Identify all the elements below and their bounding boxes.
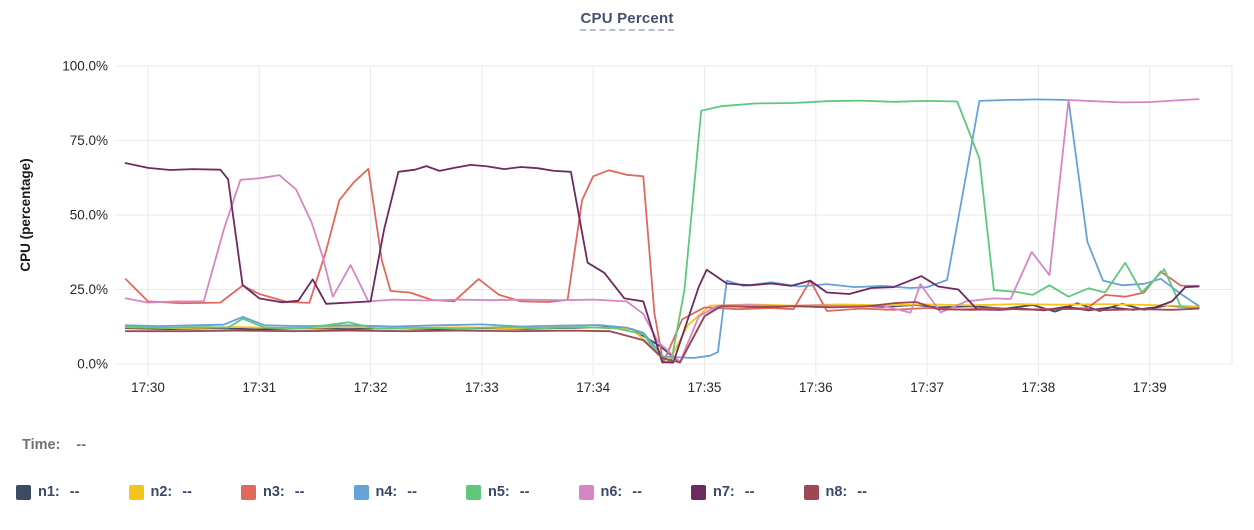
- legend-label-n2: n2:: [150, 484, 173, 500]
- legend-item-n5[interactable]: n5: --: [466, 484, 579, 500]
- legend-swatch-n1: [16, 484, 31, 500]
- legend: n1: -- n2: -- n3: -- n4: -- n5: -- n6: -…: [16, 484, 916, 500]
- legend-label-n4: n4:: [375, 484, 398, 500]
- legend-value-n8: --: [857, 484, 867, 500]
- y-tick-label: 0.0%: [77, 357, 108, 372]
- x-tick-label: 17:36: [799, 380, 833, 395]
- legend-value-n3: --: [294, 484, 305, 500]
- legend-swatch-n7: [691, 484, 706, 500]
- legend-value-n7: --: [744, 484, 755, 500]
- series-line-n8: [124, 301, 1200, 364]
- x-tick-label: 17:33: [465, 380, 499, 395]
- legend-item-n8[interactable]: n8: --: [803, 484, 917, 500]
- legend-value-n4: --: [407, 484, 417, 500]
- x-tick-label: 17:32: [354, 380, 388, 395]
- time-value: --: [76, 437, 87, 453]
- legend-label-n6: n6:: [600, 484, 623, 500]
- time-label: Time:: [22, 437, 61, 453]
- series-line-n2: [124, 303, 1200, 363]
- legend-value-n5: --: [519, 484, 530, 500]
- legend-swatch-n8: [803, 484, 819, 500]
- chart-canvas[interactable]: CPU (percentage) 100.0% 75.0% 50.0% 25.0% 0.…: [0, 0, 1254, 420]
- legend-item-n2[interactable]: n2: --: [128, 484, 242, 500]
- legend-item-n6[interactable]: n6: --: [578, 484, 692, 500]
- legend-swatch-n3: [241, 484, 256, 500]
- y-tick-label: 50.0%: [70, 208, 108, 223]
- legend-item-n4[interactable]: n4: --: [353, 484, 467, 500]
- legend-label-n7: n7:: [713, 484, 735, 500]
- y-tick-label: 25.0%: [70, 282, 108, 297]
- legend-item-n7[interactable]: n7: --: [691, 484, 804, 500]
- series-line-n4: [124, 98, 1200, 359]
- x-tick-label: 17:37: [910, 380, 944, 395]
- x-tick-label: 17:35: [688, 380, 722, 395]
- x-tick-label: 17:31: [242, 380, 276, 395]
- series-line-n6: [124, 98, 1200, 363]
- x-tick-label: 17:34: [576, 380, 610, 395]
- series-line-n3: [124, 167, 1200, 364]
- legend-label-n8: n8:: [825, 484, 848, 500]
- legend-label-n3: n3:: [263, 484, 285, 500]
- legend-item-n1[interactable]: n1: --: [16, 484, 129, 500]
- series-line-n5: [124, 99, 1200, 364]
- y-tick-label: 100.0%: [62, 59, 108, 74]
- y-axis-label: CPU (percentage): [18, 158, 33, 271]
- x-tick-label: 17:39: [1133, 380, 1167, 395]
- legend-item-n3[interactable]: n3: --: [241, 484, 354, 500]
- legend-swatch-n2: [128, 484, 144, 500]
- series-line-n7: [124, 162, 1200, 364]
- x-tick-label: 17:38: [1022, 380, 1056, 395]
- legend-value-n1: --: [69, 484, 80, 500]
- legend-label-n5: n5:: [488, 484, 510, 500]
- legend-value-n2: --: [182, 484, 192, 500]
- legend-label-n1: n1:: [38, 484, 60, 500]
- x-tick-label: 17:30: [131, 380, 165, 395]
- chart-title-wrap: CPU Percent: [0, 10, 1254, 31]
- chart-title[interactable]: CPU Percent: [580, 10, 674, 31]
- legend-value-n6: --: [632, 484, 642, 500]
- time-row: Time: --: [22, 437, 86, 453]
- legend-swatch-n4: [353, 484, 369, 500]
- y-tick-label: 75.0%: [70, 133, 108, 148]
- legend-swatch-n5: [466, 484, 481, 500]
- legend-swatch-n6: [578, 484, 594, 500]
